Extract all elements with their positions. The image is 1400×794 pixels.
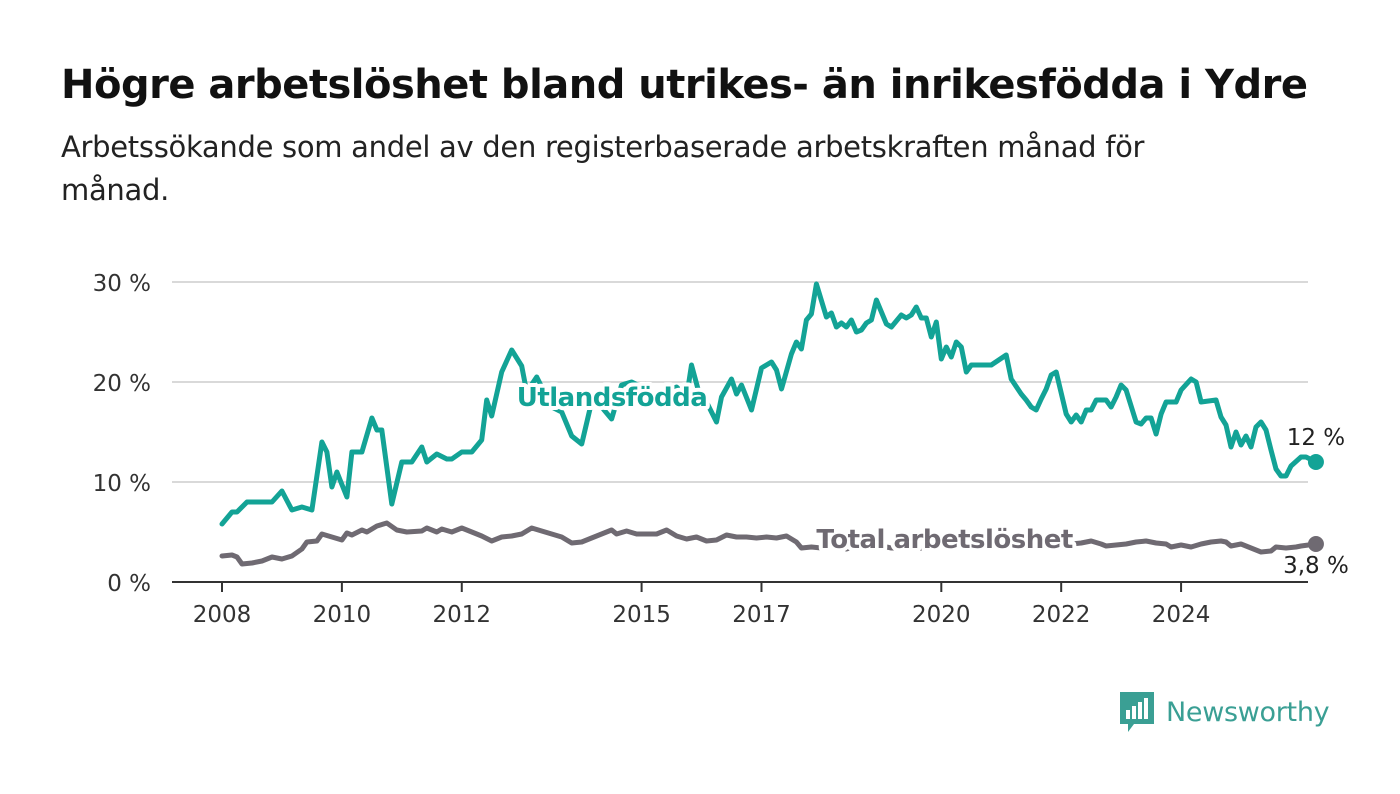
y-tick-label: 0 % [107,571,151,597]
x-tick-label: 2020 [912,602,971,628]
chart-title: Högre arbetslöshet bland utrikes- än inr… [61,62,1308,108]
y-axis-ticks: 0 % 10 % 20 % 30 % [93,271,151,597]
series-label-total: Total arbetslöshet [816,525,1072,555]
newsworthy-logo[interactable]: Newsworthy [1118,690,1330,734]
x-tick-label: 2017 [732,602,791,628]
chart-subtitle: Arbetssökande som andel av den registerb… [61,130,1145,207]
x-axis-ticks: 2008 2010 2012 2015 2017 2020 2022 2024 [193,582,1211,628]
end-label-utlandsfodda: 12 % [1287,425,1345,451]
x-tick-label: 2010 [313,602,372,628]
end-label-total: 3,8 % [1283,553,1349,579]
x-tick-label: 2015 [612,602,671,628]
newsworthy-bar-chart-icon [1120,692,1154,732]
series-line-utlandsfodda [219,281,1319,527]
y-tick-label: 10 % [93,471,151,497]
x-tick-label: 2022 [1032,602,1091,628]
x-tick-label: 2024 [1152,602,1211,628]
series-label-utlandsfodda: Utlandsfödda [517,383,708,413]
x-tick-label: 2012 [432,602,491,628]
y-tick-label: 30 % [93,271,151,297]
x-tick-label: 2008 [193,602,252,628]
gridlines [172,281,1308,483]
series [219,281,1324,567]
end-point-total [1307,536,1324,552]
y-tick-label: 20 % [93,371,151,397]
end-point-utlandsfodda [1307,454,1324,470]
series-line-total [219,520,1319,567]
series-labels: Utlandsfödda Total arbetslöshet 12 % 3,8 % [513,379,1352,582]
brand-name: Newsworthy [1166,696,1330,728]
